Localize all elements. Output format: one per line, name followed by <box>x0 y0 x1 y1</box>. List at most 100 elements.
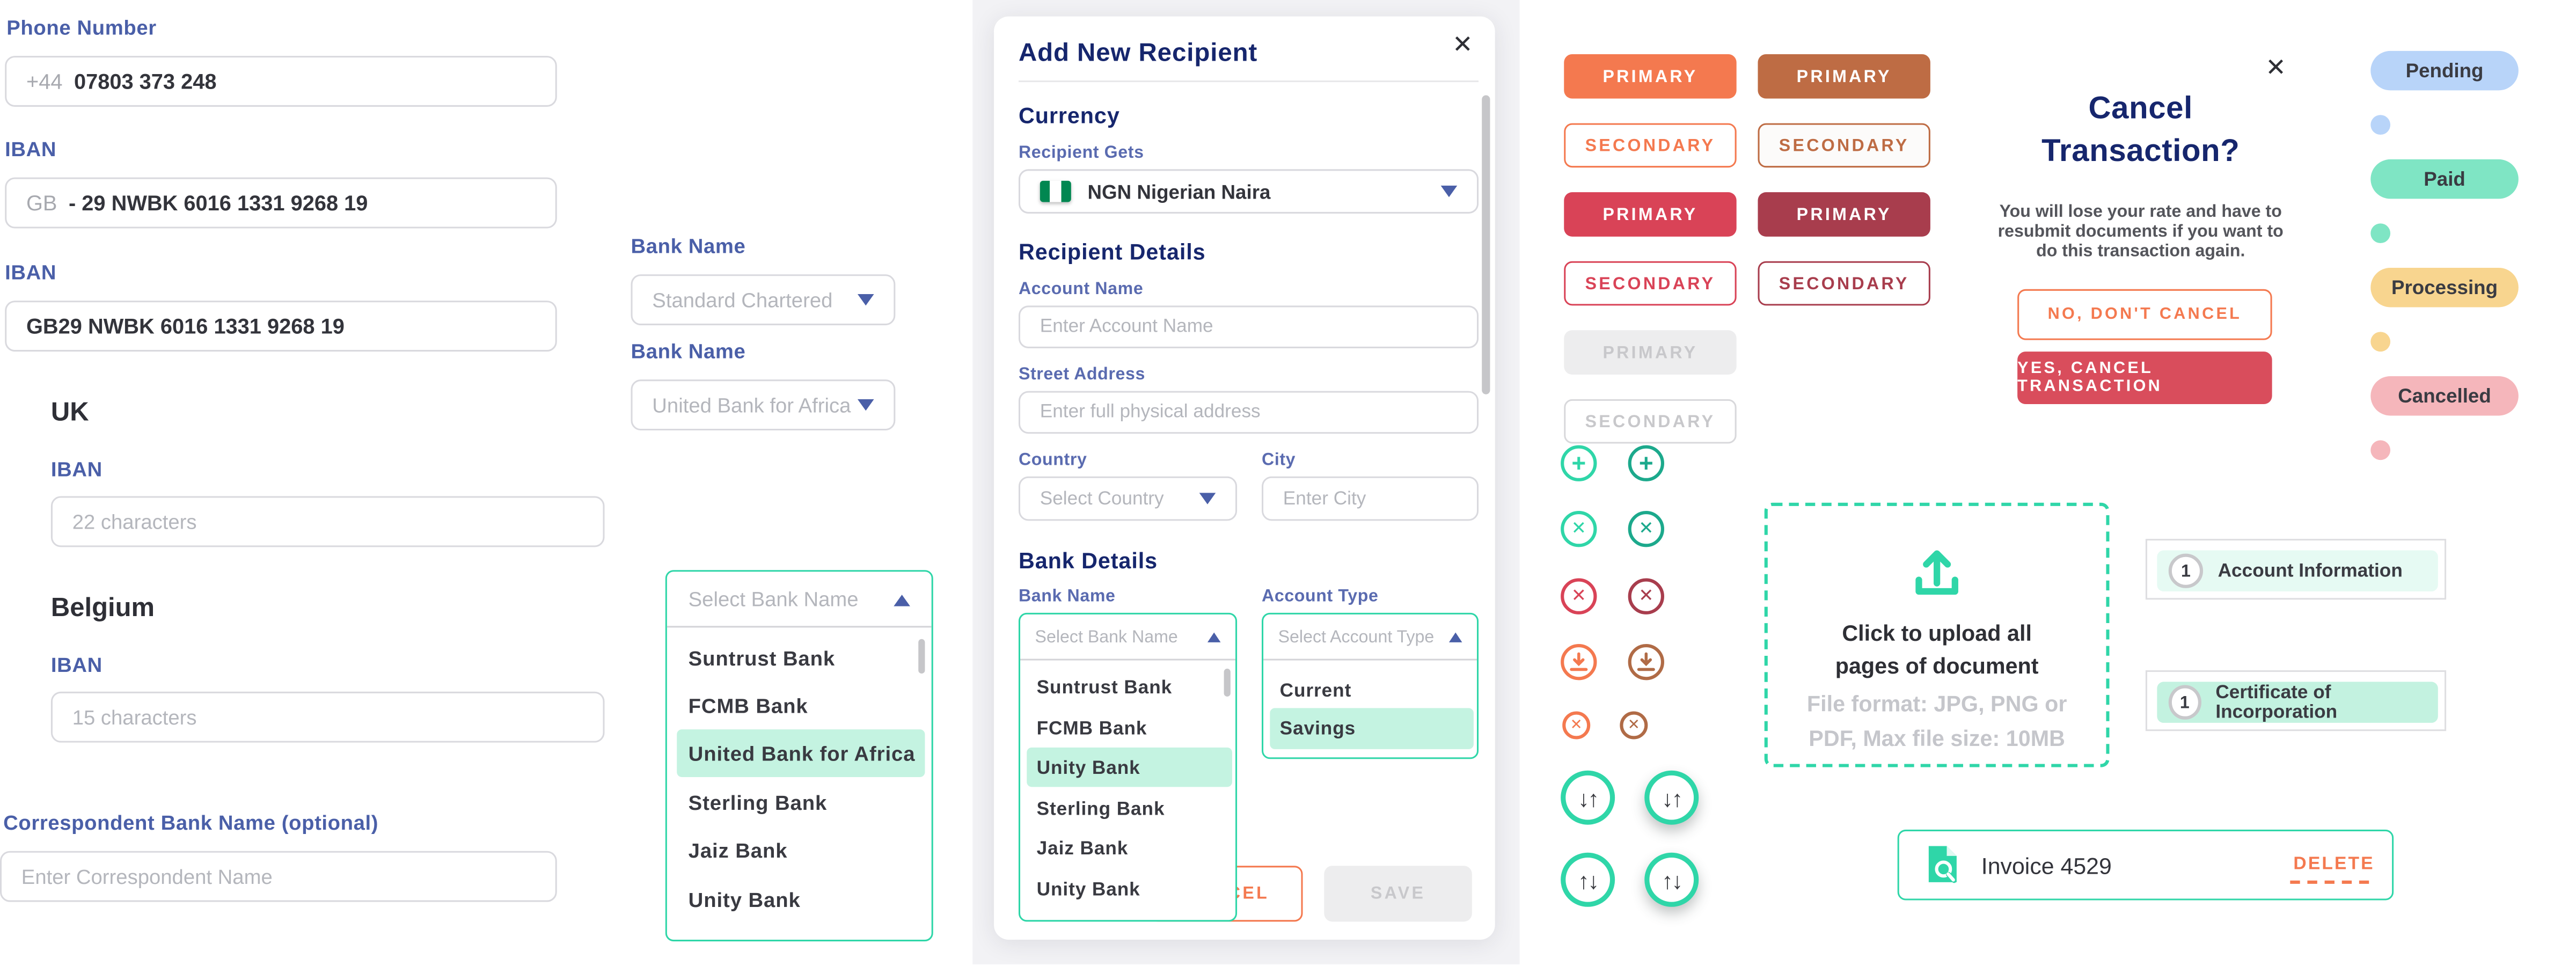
account-type-placeholder: Select Account Type <box>1278 627 1435 648</box>
primary-button-red-hover[interactable]: PRIMARY <box>1758 192 1930 237</box>
dropdown-option[interactable]: Suntrust Bank <box>688 647 836 670</box>
dropdown-header[interactable]: Select Account Type <box>1278 627 1462 647</box>
bank-name-select1[interactable]: Standard Chartered <box>631 274 896 326</box>
status-dot-processing <box>2370 332 2391 352</box>
add-icon-hover[interactable]: + <box>1628 445 1664 481</box>
dropdown-option[interactable]: Unity Bank <box>688 889 801 912</box>
modal-bank-open-dropdown: Select Bank Name Suntrust Bank FCMB Bank… <box>1018 612 1238 922</box>
primary-button-red[interactable]: PRIMARY <box>1564 192 1737 237</box>
secondary-button-red-hover[interactable]: SECONDARY <box>1758 261 1930 306</box>
city-placeholder: Enter City <box>1283 488 1366 509</box>
modal-title: Add New Recipient <box>1018 39 1258 68</box>
status-badge-paid: Paid <box>2370 159 2519 199</box>
dialog-title-line1: Cancel <box>2088 92 2193 127</box>
dropdown-option[interactable]: FCMB Bank <box>1036 719 1147 740</box>
dropdown-scrollbar[interactable] <box>918 639 925 674</box>
close-circle-icon-red[interactable]: ✕ <box>1561 578 1597 614</box>
chevron-down-icon <box>1199 493 1216 504</box>
status-dot-cancelled <box>2370 440 2391 460</box>
close-circle-icon-teal-hover[interactable]: ✕ <box>1628 511 1664 547</box>
dropdown-option[interactable]: Jaiz Bank <box>1036 839 1129 860</box>
transfer-down-up-icon-hover[interactable]: ↓↑ <box>1644 770 1699 825</box>
nigeria-flag-icon <box>1040 180 1071 202</box>
modal-bank-placeholder: Select Bank Name <box>1035 627 1178 648</box>
country-select[interactable]: Select Country <box>1018 476 1238 521</box>
modal-close-icon[interactable]: ✕ <box>1452 31 1473 60</box>
add-icon[interactable]: + <box>1561 445 1597 481</box>
no-dont-cancel-button[interactable]: NO, DON'T CANCEL <box>2017 289 2272 340</box>
download-icon-hover[interactable] <box>1628 643 1664 680</box>
iban1-label: IBAN <box>5 138 57 161</box>
dialog-close-icon[interactable]: ✕ <box>2265 54 2286 83</box>
chevron-down-icon <box>857 294 874 306</box>
currency-heading: Currency <box>1018 103 1120 128</box>
dropdown-option[interactable]: Unity Bank <box>1036 880 1140 901</box>
divider <box>1020 658 1236 661</box>
modal-save-button[interactable]: SAVE <box>1324 866 1472 922</box>
recipient-gets-label: Recipient Gets <box>1018 143 1144 163</box>
uk-iban-input[interactable]: 22 characters <box>50 496 605 547</box>
close-circle-icon-orange-hover[interactable]: ✕ <box>1620 711 1648 740</box>
dropdown-scrollbar[interactable] <box>1224 668 1231 697</box>
city-label: City <box>1262 450 1296 470</box>
close-circle-icon-teal[interactable]: ✕ <box>1561 511 1597 547</box>
invoice-document-icon <box>1928 846 1957 883</box>
status-badge-cancelled: Cancelled <box>2370 376 2519 416</box>
dropdown-option-selected[interactable]: Savings <box>1279 719 1356 740</box>
transfer-down-up-icon[interactable]: ↓↑ <box>1561 770 1615 825</box>
dropdown-option[interactable]: FCMB Bank <box>688 694 808 718</box>
upload-icon <box>1915 550 1958 595</box>
street-address-input[interactable]: Enter full physical address <box>1018 391 1479 434</box>
invoice-delete-button[interactable]: DELETE <box>2293 854 2375 874</box>
iban2-input[interactable]: GB29 NWBK 6016 1331 9268 19 <box>5 301 557 352</box>
secondary-button-orange-hover[interactable]: SECONDARY <box>1758 123 1930 168</box>
dropdown-header[interactable]: Select Bank Name <box>1035 627 1221 647</box>
dropdown-option-selected[interactable]: United Bank for Africa <box>688 742 916 766</box>
primary-button-orange[interactable]: PRIMARY <box>1564 54 1737 99</box>
transfer-up-down-icon[interactable]: ↑↓ <box>1561 852 1615 907</box>
dropdown-header[interactable]: Select Bank Name <box>689 588 910 611</box>
account-name-input[interactable]: Enter Account Name <box>1018 305 1479 348</box>
account-name-label: Account Name <box>1018 279 1144 299</box>
correspondent-bank-input[interactable]: Enter Correspondent Name <box>0 851 557 902</box>
dropdown-option[interactable]: Sterling Bank <box>688 792 828 815</box>
step-item-certificate-of-incorporation[interactable]: 1 Certificate of Incorporation <box>2145 670 2447 731</box>
currency-select[interactable]: NGN Nigerian Naira <box>1018 169 1479 214</box>
step-number: 1 <box>2168 685 2201 720</box>
dropdown-option[interactable]: Sterling Bank <box>1036 800 1165 820</box>
recipient-details-heading: Recipient Details <box>1018 239 1206 265</box>
upload-dropzone[interactable]: Click to upload all pages of document Fi… <box>1764 502 2110 767</box>
dialog-body-line1: You will lose your rate and have to <box>1999 202 2282 222</box>
secondary-button-red[interactable]: SECONDARY <box>1564 261 1737 306</box>
dropdown-option[interactable]: Current <box>1279 682 1352 702</box>
transfer-up-down-icon-hover[interactable]: ↑↓ <box>1644 852 1699 907</box>
chevron-down-icon <box>857 399 874 411</box>
phone-number-input[interactable]: +44 07803 373 248 <box>5 56 557 107</box>
bank-name-select2[interactable]: United Bank for Africa <box>631 379 896 431</box>
modal-scrollbar[interactable] <box>1482 95 1490 394</box>
phone-value: 07803 373 248 <box>74 69 217 94</box>
bank-name-select2-label: Bank Name <box>631 340 746 363</box>
city-input[interactable]: Enter City <box>1262 476 1479 521</box>
country-label: Country <box>1018 450 1087 470</box>
dropdown-option-selected[interactable]: Unity Bank <box>1036 759 1140 779</box>
belgium-iban-input[interactable]: 15 characters <box>50 691 605 743</box>
close-circle-icon-red-hover[interactable]: ✕ <box>1628 578 1664 614</box>
modal-bank-name-label: Bank Name <box>1018 586 1116 606</box>
step-label: Certificate of Incorporation <box>2215 682 2338 722</box>
close-circle-icon-orange[interactable]: ✕ <box>1562 711 1591 740</box>
divider <box>667 626 932 628</box>
yes-cancel-transaction-button[interactable]: YES, CANCEL TRANSACTION <box>2017 352 2272 405</box>
step-item-account-information[interactable]: 1 Account Information <box>2145 539 2447 600</box>
download-icon[interactable] <box>1561 643 1597 680</box>
invoice-name: Invoice 4529 <box>1981 852 2112 879</box>
secondary-button-orange[interactable]: SECONDARY <box>1564 123 1737 168</box>
dropdown-option[interactable]: Suntrust Bank <box>1036 678 1173 699</box>
primary-button-orange-hover[interactable]: PRIMARY <box>1758 54 1930 99</box>
status-dot-paid <box>2370 223 2391 244</box>
dialog-title-line2: Transaction? <box>2041 135 2240 170</box>
iban1-input[interactable]: GB - 29 NWBK 6016 1331 9268 19 <box>5 177 557 229</box>
dropdown-option[interactable]: Jaiz Bank <box>688 839 788 863</box>
correspondent-bank-placeholder: Enter Correspondent Name <box>21 865 273 888</box>
